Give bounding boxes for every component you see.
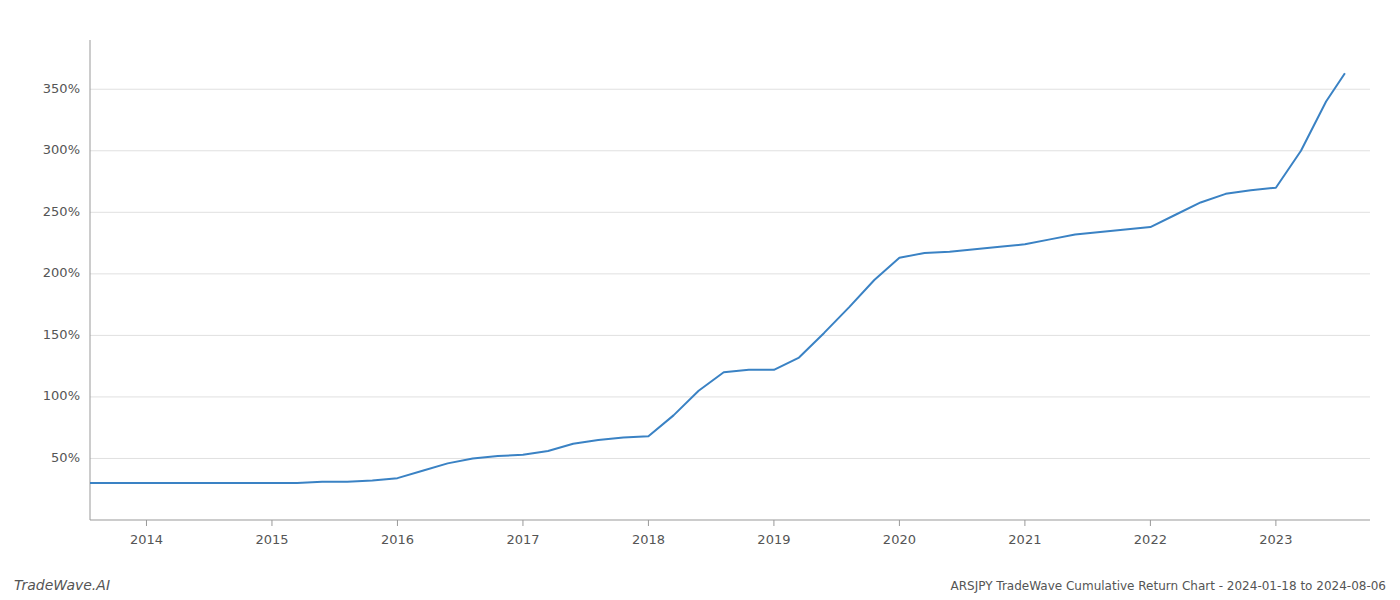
y-tick-label: 250%: [43, 204, 80, 219]
y-tick-label: 300%: [43, 142, 80, 157]
grid-line: [90, 396, 1370, 397]
grid-line: [90, 273, 1370, 274]
x-tick: [1024, 520, 1025, 526]
grid-line: [90, 458, 1370, 459]
axes: 50% 100% 150% 200% 250% 300% 350% 2014 2015 2016 2…: [43, 40, 1370, 547]
grid-line: [90, 335, 1370, 336]
x-tick-label: 2014: [130, 532, 163, 547]
y-tick-label: 150%: [43, 327, 80, 342]
grid-line: [90, 150, 1370, 151]
y-tick-label: 50%: [51, 450, 80, 465]
x-axis-line: [90, 520, 1370, 521]
x-tick: [522, 520, 523, 526]
x-tick: [1275, 520, 1276, 526]
x-tick: [899, 520, 900, 526]
x-tick: [773, 520, 774, 526]
grid-line: [90, 89, 1370, 90]
x-tick-label: 2018: [632, 532, 665, 547]
x-tick: [146, 520, 147, 526]
background: [0, 0, 1400, 600]
x-tick-label: 2023: [1259, 532, 1292, 547]
grid: [90, 89, 1370, 458]
x-tick: [648, 520, 649, 526]
chart: 50% 100% 150% 200% 250% 300% 350% 2014 2015 2016 2…: [0, 0, 1400, 600]
y-axis-line: [90, 40, 91, 520]
x-tick-label: 2016: [381, 532, 414, 547]
title: ARSJPY TradeWave Cumulative Return Chart…: [951, 579, 1386, 593]
x-tick-label: 2017: [506, 532, 539, 547]
line: [90, 73, 1345, 483]
x-tick: [271, 520, 272, 526]
watermark: TradeWave.AI: [14, 577, 110, 593]
x-tick-label: 2020: [883, 532, 916, 547]
plot-area: [90, 73, 1345, 483]
y-tick-label: 350%: [43, 81, 80, 96]
x-tick-label: 2021: [1008, 532, 1041, 547]
y-tick-label: 200%: [43, 265, 80, 280]
x-tick-label: 2022: [1134, 532, 1167, 547]
x-tick-label: 2015: [255, 532, 288, 547]
x-tick: [397, 520, 398, 526]
y-tick-label: 100%: [43, 388, 80, 403]
x-tick: [1150, 520, 1151, 526]
x-tick-label: 2019: [757, 532, 790, 547]
